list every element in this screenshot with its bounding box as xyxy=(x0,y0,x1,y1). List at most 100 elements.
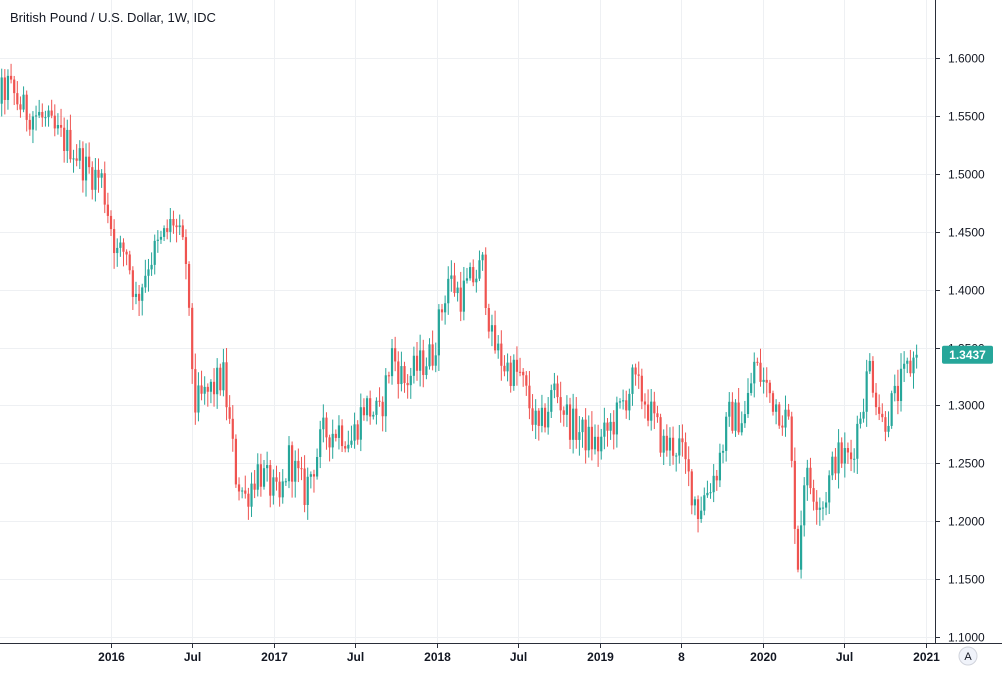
candle[interactable] xyxy=(534,399,537,440)
candle[interactable] xyxy=(422,339,425,388)
candle[interactable] xyxy=(603,407,606,450)
candle[interactable] xyxy=(815,490,818,525)
candle[interactable] xyxy=(665,424,668,457)
candle[interactable] xyxy=(44,110,47,127)
candle[interactable] xyxy=(756,357,759,366)
candle[interactable] xyxy=(3,69,6,115)
candle[interactable] xyxy=(828,470,831,514)
candle[interactable] xyxy=(315,448,319,480)
candle[interactable] xyxy=(684,432,687,474)
candle[interactable] xyxy=(34,105,38,131)
candle[interactable] xyxy=(881,403,884,423)
candle[interactable] xyxy=(640,368,643,410)
candle[interactable] xyxy=(259,453,262,497)
candle[interactable] xyxy=(712,464,715,503)
candle[interactable] xyxy=(597,424,600,467)
candle[interactable] xyxy=(768,379,771,403)
candle[interactable] xyxy=(390,339,394,385)
candle[interactable] xyxy=(528,371,531,420)
candle[interactable] xyxy=(431,330,434,371)
candle[interactable] xyxy=(606,418,609,447)
candle[interactable] xyxy=(340,419,344,453)
candle[interactable] xyxy=(493,310,497,354)
candle[interactable] xyxy=(403,361,406,393)
candle[interactable] xyxy=(849,439,853,472)
candle[interactable] xyxy=(344,441,347,453)
candle[interactable] xyxy=(103,161,106,214)
candle[interactable] xyxy=(300,456,303,481)
candle[interactable] xyxy=(444,295,447,325)
candle[interactable] xyxy=(200,370,203,401)
candle[interactable] xyxy=(50,99,53,119)
candle[interactable] xyxy=(384,368,387,432)
candle[interactable] xyxy=(643,393,647,419)
candle[interactable] xyxy=(515,346,519,386)
candle[interactable] xyxy=(350,425,353,448)
candle[interactable] xyxy=(291,441,294,498)
candle[interactable] xyxy=(131,266,134,310)
time-axis[interactable]: 2016 Jul 2017 Jul 2018 Jul 2019 8 2020 Jul 2021 xyxy=(98,643,940,664)
candle[interactable] xyxy=(216,358,219,409)
candle[interactable] xyxy=(878,394,881,421)
candle[interactable] xyxy=(169,207,172,243)
candle[interactable] xyxy=(718,443,722,488)
candle[interactable] xyxy=(646,389,650,427)
candle[interactable] xyxy=(656,405,659,423)
candle[interactable] xyxy=(543,403,547,433)
candle[interactable] xyxy=(434,342,437,373)
candle[interactable] xyxy=(762,367,765,394)
candle[interactable] xyxy=(500,330,503,381)
candle[interactable] xyxy=(540,394,544,433)
candle[interactable] xyxy=(440,303,444,321)
candle[interactable] xyxy=(796,525,800,573)
candle[interactable] xyxy=(484,247,487,316)
candle[interactable] xyxy=(166,219,169,240)
candle[interactable] xyxy=(156,230,159,253)
candle[interactable] xyxy=(812,479,815,511)
candle[interactable] xyxy=(856,415,859,474)
candle[interactable] xyxy=(622,389,625,410)
candle[interactable] xyxy=(228,395,231,424)
candle[interactable] xyxy=(618,398,622,409)
candle[interactable] xyxy=(690,469,693,515)
candle[interactable] xyxy=(222,348,225,397)
candle[interactable] xyxy=(775,399,778,425)
candle[interactable] xyxy=(331,419,334,459)
candle[interactable] xyxy=(381,396,384,432)
candle[interactable] xyxy=(912,351,915,389)
candle[interactable] xyxy=(771,390,775,416)
candle[interactable] xyxy=(612,410,615,450)
candle[interactable] xyxy=(425,357,428,380)
candle[interactable] xyxy=(728,392,731,427)
candle[interactable] xyxy=(487,303,490,339)
candle[interactable] xyxy=(91,161,94,200)
candle[interactable] xyxy=(353,412,356,449)
candle[interactable] xyxy=(803,477,806,537)
candle[interactable] xyxy=(250,472,253,517)
candle[interactable] xyxy=(806,459,809,501)
candle[interactable] xyxy=(778,401,781,429)
candle[interactable] xyxy=(781,415,784,436)
candle[interactable] xyxy=(309,471,312,489)
candle[interactable] xyxy=(637,361,640,389)
candle[interactable] xyxy=(746,378,750,418)
candle[interactable] xyxy=(375,397,378,425)
candle[interactable] xyxy=(178,214,181,236)
candle[interactable] xyxy=(759,348,762,387)
candle[interactable] xyxy=(419,334,422,387)
candle[interactable] xyxy=(47,105,50,127)
candle[interactable] xyxy=(522,368,525,387)
candle[interactable] xyxy=(868,353,871,374)
candle[interactable] xyxy=(706,480,709,498)
candle[interactable] xyxy=(506,353,509,382)
candle[interactable] xyxy=(187,261,191,316)
candle[interactable] xyxy=(53,104,56,137)
candle[interactable] xyxy=(415,342,419,381)
candle[interactable] xyxy=(325,412,328,450)
candle[interactable] xyxy=(678,425,681,464)
candle[interactable] xyxy=(194,353,197,425)
candle[interactable] xyxy=(144,259,147,293)
candle[interactable] xyxy=(256,453,259,497)
